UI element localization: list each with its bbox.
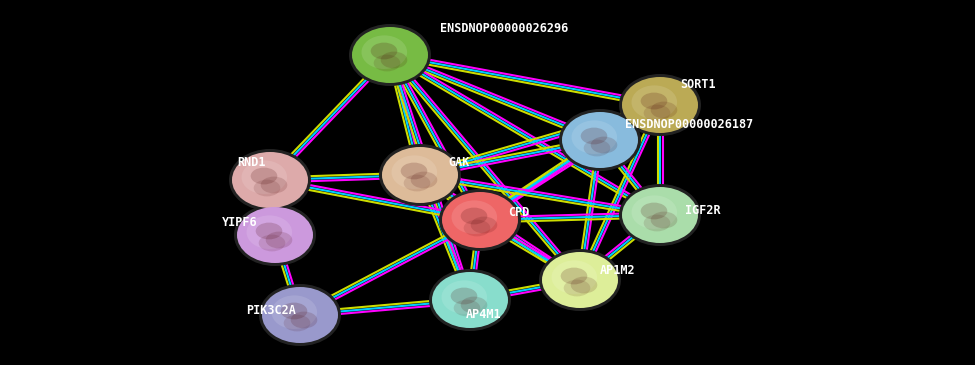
Ellipse shape bbox=[258, 235, 286, 251]
Ellipse shape bbox=[619, 74, 701, 136]
Ellipse shape bbox=[539, 249, 621, 311]
Text: YIPF6: YIPF6 bbox=[222, 215, 257, 228]
Ellipse shape bbox=[562, 112, 638, 168]
Ellipse shape bbox=[373, 55, 401, 72]
Ellipse shape bbox=[450, 288, 478, 304]
Ellipse shape bbox=[641, 203, 667, 219]
Ellipse shape bbox=[352, 27, 428, 83]
Ellipse shape bbox=[461, 297, 488, 314]
Text: AP1M2: AP1M2 bbox=[600, 264, 636, 277]
Ellipse shape bbox=[259, 284, 341, 346]
Ellipse shape bbox=[439, 189, 521, 251]
Ellipse shape bbox=[453, 300, 481, 316]
Ellipse shape bbox=[232, 152, 308, 208]
Ellipse shape bbox=[247, 215, 292, 249]
Ellipse shape bbox=[229, 149, 311, 211]
Ellipse shape bbox=[242, 160, 287, 194]
Ellipse shape bbox=[234, 204, 316, 266]
Ellipse shape bbox=[564, 280, 590, 296]
Ellipse shape bbox=[237, 207, 313, 263]
Text: IGF2R: IGF2R bbox=[685, 204, 721, 216]
Ellipse shape bbox=[584, 139, 610, 156]
Ellipse shape bbox=[571, 120, 617, 154]
Ellipse shape bbox=[380, 51, 408, 68]
Text: RND1: RND1 bbox=[237, 155, 265, 169]
Ellipse shape bbox=[370, 43, 397, 59]
Ellipse shape bbox=[429, 269, 511, 331]
Ellipse shape bbox=[644, 105, 670, 122]
Text: ENSDNOP00000026296: ENSDNOP00000026296 bbox=[440, 22, 568, 35]
Ellipse shape bbox=[641, 93, 667, 110]
Ellipse shape bbox=[410, 172, 438, 188]
Ellipse shape bbox=[281, 303, 307, 319]
Ellipse shape bbox=[442, 192, 518, 248]
Text: CPD: CPD bbox=[508, 205, 529, 219]
Ellipse shape bbox=[581, 128, 607, 145]
Ellipse shape bbox=[284, 315, 310, 331]
Ellipse shape bbox=[591, 137, 617, 153]
Ellipse shape bbox=[632, 85, 677, 119]
Ellipse shape bbox=[251, 168, 277, 184]
Ellipse shape bbox=[379, 144, 461, 206]
Text: ENSDNOP00000026187: ENSDNOP00000026187 bbox=[625, 119, 754, 131]
Text: AP4M1: AP4M1 bbox=[466, 307, 501, 320]
Ellipse shape bbox=[404, 174, 430, 191]
Ellipse shape bbox=[382, 147, 458, 203]
Ellipse shape bbox=[650, 212, 678, 228]
Ellipse shape bbox=[291, 312, 317, 328]
Ellipse shape bbox=[570, 277, 598, 293]
Text: SORT1: SORT1 bbox=[680, 78, 716, 92]
Ellipse shape bbox=[644, 215, 670, 231]
Ellipse shape bbox=[432, 272, 508, 328]
Ellipse shape bbox=[266, 232, 292, 249]
Ellipse shape bbox=[442, 280, 488, 314]
Ellipse shape bbox=[260, 177, 288, 193]
Text: PIK3C2A: PIK3C2A bbox=[246, 304, 295, 316]
Ellipse shape bbox=[349, 24, 431, 86]
Ellipse shape bbox=[632, 195, 677, 229]
Ellipse shape bbox=[392, 155, 437, 189]
Ellipse shape bbox=[255, 223, 283, 239]
Ellipse shape bbox=[362, 35, 408, 69]
Ellipse shape bbox=[561, 268, 587, 284]
Ellipse shape bbox=[262, 287, 338, 343]
Ellipse shape bbox=[271, 295, 317, 329]
Ellipse shape bbox=[471, 216, 497, 233]
Ellipse shape bbox=[254, 180, 280, 196]
Ellipse shape bbox=[622, 187, 698, 243]
Ellipse shape bbox=[552, 260, 597, 294]
Ellipse shape bbox=[542, 252, 618, 308]
Ellipse shape bbox=[401, 162, 427, 180]
Ellipse shape bbox=[622, 77, 698, 133]
Ellipse shape bbox=[461, 208, 488, 224]
Ellipse shape bbox=[650, 101, 678, 118]
Ellipse shape bbox=[559, 109, 641, 171]
Ellipse shape bbox=[619, 184, 701, 246]
Ellipse shape bbox=[464, 220, 490, 237]
Ellipse shape bbox=[451, 200, 497, 234]
Text: GAK: GAK bbox=[448, 155, 469, 169]
